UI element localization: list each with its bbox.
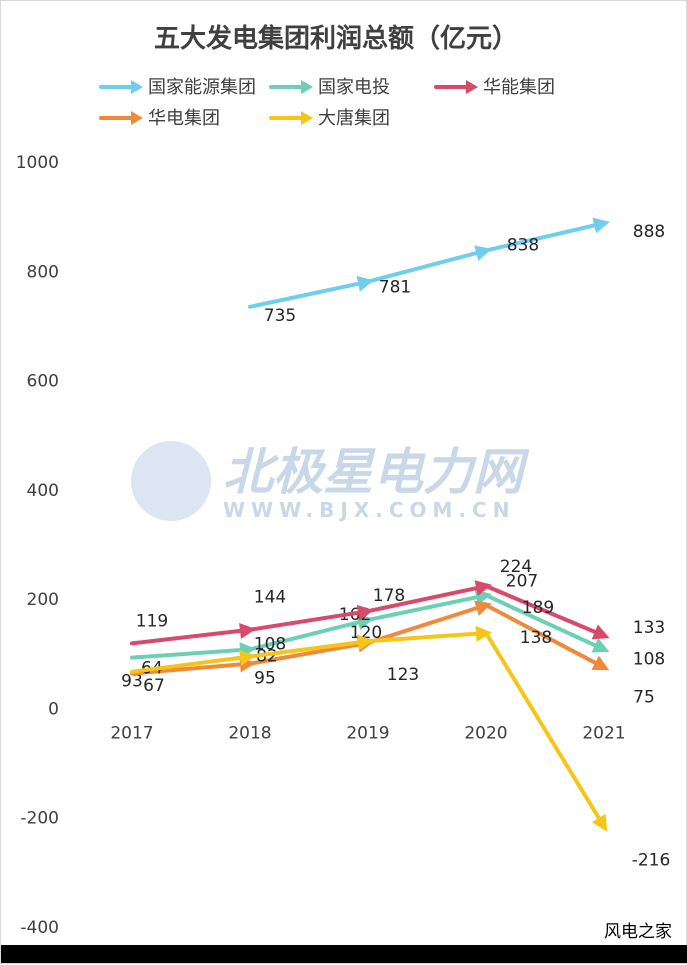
y-tick-label: 200	[27, 590, 59, 610]
data-label: 108	[633, 649, 665, 669]
data-label: 224	[500, 557, 532, 577]
x-tick-label: 2018	[228, 723, 271, 743]
y-tick-label: 0	[48, 699, 59, 719]
data-label: 838	[507, 236, 539, 256]
data-label: 95	[254, 669, 276, 689]
legend-arrow-icon	[466, 80, 478, 94]
series-4: 67 95 123 138 -216	[130, 625, 671, 870]
data-point-arrow	[474, 580, 492, 596]
series-0: 735 781 838 888	[248, 217, 665, 326]
y-tick-label: 400	[27, 481, 59, 501]
data-point-arrow	[475, 625, 492, 642]
data-label: -216	[632, 850, 671, 870]
data-point-arrow	[592, 217, 610, 234]
legend-label: 华能集团	[483, 77, 555, 98]
legend-arrow-icon	[301, 80, 313, 94]
data-label: 75	[633, 687, 655, 707]
x-tick-label: 2020	[464, 723, 507, 743]
series-line	[248, 221, 606, 309]
legend-arrow-icon	[301, 111, 313, 125]
y-tick-label: 600	[27, 372, 59, 392]
legend-arrow-icon	[131, 80, 143, 94]
data-label: 67	[143, 676, 165, 696]
data-point-arrow	[239, 649, 256, 666]
legend-arrow-icon	[131, 111, 143, 125]
legend-label: 国家能源集团	[148, 77, 256, 98]
x-axis: 2017 2018 2019 2020 2021	[110, 723, 625, 743]
legend-label: 国家电投	[318, 77, 390, 98]
data-label: 207	[506, 571, 538, 591]
legend-entry: 大唐集团	[269, 108, 390, 129]
data-label: 119	[136, 611, 168, 631]
bottom-bar	[1, 945, 687, 963]
data-label: 781	[379, 278, 411, 298]
chart-title: 五大发电集团利润总额（亿元）	[154, 23, 518, 54]
y-tick-label: 800	[27, 262, 59, 282]
data-point-arrow	[356, 275, 374, 292]
data-label: 189	[522, 598, 554, 618]
data-point-arrow	[591, 813, 608, 832]
data-point-arrow	[239, 622, 256, 639]
data-label: 138	[520, 628, 552, 648]
x-tick-label: 2021	[582, 723, 625, 743]
data-point-arrow	[591, 655, 610, 671]
legend-label: 华电集团	[148, 108, 220, 129]
data-label: 178	[373, 586, 405, 606]
watermark-subtext: WWW.BJX.COM.CN	[223, 498, 515, 522]
credit-text: 风电之家	[604, 922, 672, 942]
watermark-text: 北极星电力网	[223, 443, 530, 501]
watermark-logo-icon	[131, 441, 211, 521]
data-point-arrow	[356, 604, 374, 621]
legend-entry: 华电集团	[99, 108, 220, 129]
legend-entry: 国家电投	[269, 77, 390, 98]
x-tick-label: 2017	[110, 723, 153, 743]
data-point-arrow	[474, 245, 492, 261]
data-point-arrow	[357, 634, 374, 651]
legend-entry: 国家能源集团	[99, 77, 256, 98]
data-point-arrow	[474, 600, 492, 616]
y-axis: 1000 800 600 400 200 0 -200 -400	[16, 153, 59, 938]
y-tick-label: -400	[20, 918, 59, 938]
data-label: 123	[387, 665, 419, 685]
series-2: 119 144 178 224 133	[130, 557, 665, 646]
legend-label: 大唐集团	[318, 108, 390, 129]
data-label: 144	[254, 588, 286, 608]
data-point-arrow	[591, 637, 610, 653]
data-label: 888	[633, 222, 665, 242]
data-label: 108	[254, 634, 286, 654]
data-label: 735	[264, 306, 296, 326]
watermark: 北极星电力网 WWW.BJX.COM.CN	[131, 441, 530, 522]
data-label: 133	[633, 618, 665, 638]
x-tick-label: 2019	[346, 723, 389, 743]
legend-entry: 华能集团	[434, 77, 555, 98]
y-tick-label: -200	[20, 809, 59, 829]
data-point-arrow	[591, 624, 610, 640]
data-label: 93	[121, 672, 143, 692]
y-tick-label: 1000	[16, 153, 59, 173]
